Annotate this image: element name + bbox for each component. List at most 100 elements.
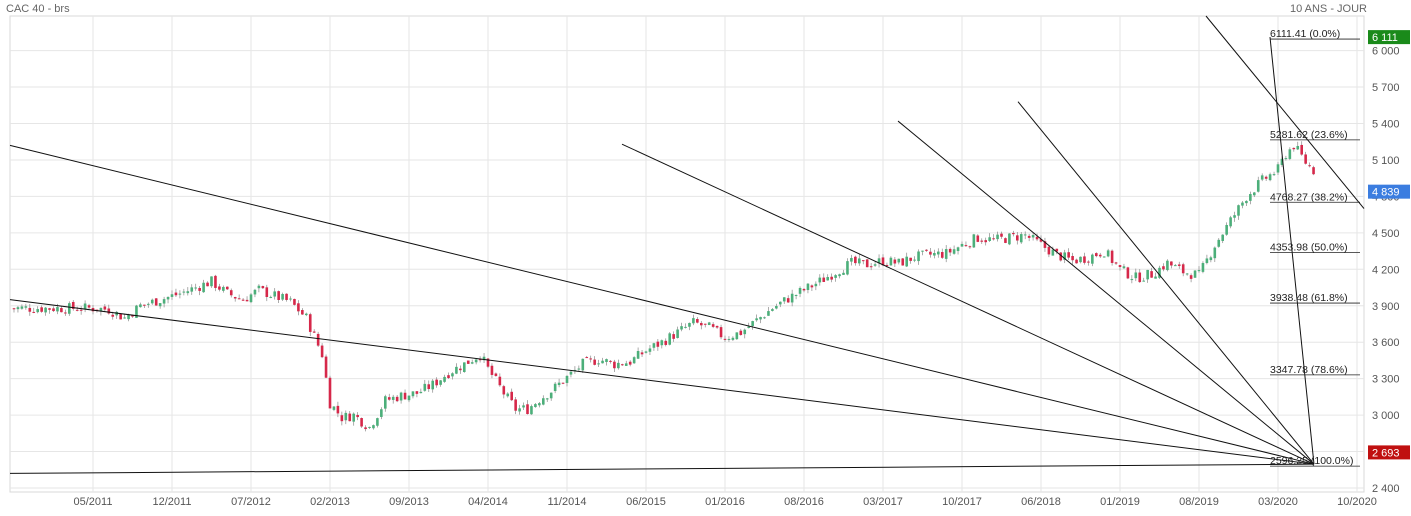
candle (601, 360, 604, 364)
candle (913, 259, 916, 261)
candle (660, 340, 664, 346)
candle (786, 298, 790, 303)
candle (585, 357, 589, 359)
candle (395, 396, 399, 402)
candle (1110, 250, 1114, 263)
candle (431, 380, 434, 390)
candle (384, 396, 387, 409)
candle (952, 249, 956, 254)
candle (1170, 261, 1173, 266)
y-tick-label: 2 400 (1372, 483, 1400, 495)
candle (656, 341, 660, 347)
x-tick-label: 01/2019 (1100, 496, 1140, 508)
x-tick-label: 03/2020 (1258, 496, 1298, 508)
candle (277, 291, 280, 300)
candle (226, 286, 229, 290)
candle (917, 251, 920, 262)
candle (364, 427, 367, 430)
fib-level-label: 4768.27 (38.2%) (1270, 191, 1348, 203)
candle (739, 330, 743, 335)
candle (929, 251, 932, 255)
candle (206, 282, 209, 287)
candle (320, 345, 324, 358)
candle (162, 299, 166, 304)
candle (419, 391, 423, 394)
candle (40, 307, 43, 312)
candle (87, 305, 91, 308)
candle (810, 285, 814, 288)
candle (79, 309, 83, 311)
candle (285, 293, 288, 300)
candle (214, 275, 217, 288)
fan-line (9, 299, 1315, 465)
candle (459, 368, 462, 371)
candle (684, 326, 687, 328)
candle (482, 356, 486, 361)
candle (522, 405, 525, 408)
candle (779, 301, 782, 305)
candle (534, 404, 537, 408)
candle (652, 343, 656, 348)
x-tick-label: 06/2018 (1021, 496, 1061, 508)
candle (210, 276, 213, 287)
candle (427, 384, 431, 390)
candle (1197, 270, 1201, 272)
candle (1146, 269, 1149, 280)
candle (344, 412, 348, 421)
candle (834, 275, 837, 278)
y-tick-label: 3 300 (1372, 374, 1400, 386)
candle (1185, 273, 1189, 275)
candle (782, 297, 786, 302)
candle (589, 358, 592, 360)
fib-level-label: 3938.48 (61.8%) (1270, 292, 1348, 304)
candle (494, 373, 498, 376)
x-tick-label: 06/2015 (626, 496, 666, 508)
candle (1256, 180, 1260, 192)
candle (336, 405, 340, 414)
candle (91, 307, 95, 312)
candle (1300, 144, 1303, 155)
candle (348, 413, 352, 422)
candle (727, 338, 731, 340)
candle (1067, 252, 1070, 258)
candle (668, 333, 671, 345)
candle (253, 289, 257, 295)
candle (826, 277, 829, 281)
candle (561, 382, 565, 384)
candle (312, 331, 316, 333)
candle (1249, 194, 1252, 201)
candle (1177, 264, 1181, 266)
candle (956, 247, 960, 252)
candle (1280, 158, 1284, 166)
candle (372, 425, 375, 429)
candle (877, 258, 881, 264)
candle (261, 286, 265, 289)
candle (135, 305, 138, 318)
candle (1114, 262, 1118, 264)
candle (1193, 270, 1197, 278)
candle (486, 358, 490, 367)
plot-area (9, 15, 1365, 493)
candle (1268, 174, 1272, 181)
candle (1312, 167, 1315, 175)
candle (1296, 145, 1300, 150)
candle (944, 249, 948, 259)
candle (190, 287, 194, 292)
candle (127, 314, 130, 320)
candles (12, 141, 1315, 432)
candle (1023, 234, 1027, 236)
candle (1308, 165, 1311, 167)
candle (743, 329, 747, 335)
candle (139, 304, 142, 308)
candle (1047, 246, 1051, 255)
candle (289, 298, 292, 300)
candle (466, 360, 470, 364)
candle (455, 366, 458, 374)
candle (356, 414, 359, 418)
candle (308, 314, 312, 332)
candle (553, 383, 557, 392)
candle (846, 261, 849, 275)
candle (530, 406, 533, 415)
